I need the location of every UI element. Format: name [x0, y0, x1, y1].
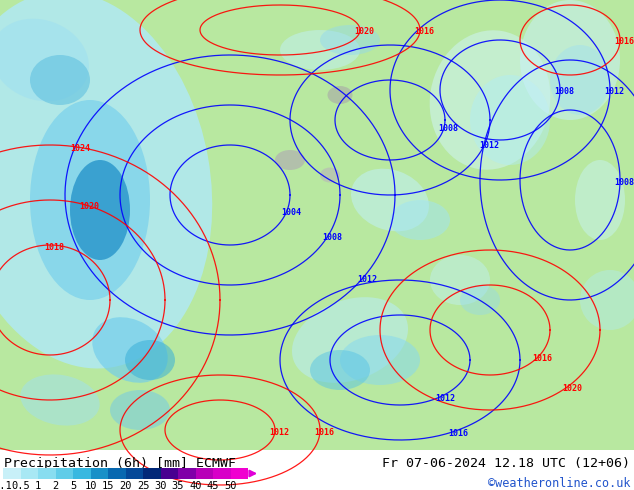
Ellipse shape: [328, 86, 353, 104]
Bar: [56, 468, 73, 479]
Bar: [0, 450, 634, 490]
Bar: [3, 468, 20, 479]
Text: 15: 15: [101, 481, 114, 490]
Ellipse shape: [470, 75, 550, 165]
Bar: [91, 468, 108, 479]
Text: 10: 10: [84, 481, 97, 490]
Text: 45: 45: [207, 481, 219, 490]
Ellipse shape: [30, 100, 150, 300]
Text: 1008: 1008: [554, 88, 574, 97]
Text: 1018: 1018: [44, 243, 64, 251]
Text: 1012: 1012: [479, 141, 499, 149]
Ellipse shape: [520, 0, 620, 120]
Text: 1020: 1020: [354, 27, 374, 36]
Text: 5: 5: [70, 481, 76, 490]
Text: 0.5: 0.5: [11, 481, 30, 490]
Ellipse shape: [275, 150, 305, 170]
Text: 25: 25: [137, 481, 149, 490]
Text: 1024: 1024: [70, 145, 91, 153]
Ellipse shape: [20, 374, 100, 426]
Text: ©weatheronline.co.uk: ©weatheronline.co.uk: [488, 477, 630, 490]
Text: 1012: 1012: [604, 88, 624, 97]
Ellipse shape: [0, 19, 89, 101]
Text: 20: 20: [119, 481, 132, 490]
Bar: [108, 468, 126, 479]
Text: 1012: 1012: [358, 275, 377, 284]
Text: 35: 35: [172, 481, 184, 490]
Text: 2: 2: [53, 481, 58, 490]
Text: 1016: 1016: [414, 27, 434, 36]
Text: 50: 50: [224, 481, 236, 490]
Text: 30: 30: [154, 481, 167, 490]
Ellipse shape: [110, 390, 170, 430]
Text: 1012: 1012: [435, 394, 455, 403]
Ellipse shape: [550, 45, 610, 115]
Text: 1008: 1008: [438, 124, 458, 133]
Ellipse shape: [320, 168, 340, 182]
Text: 1008: 1008: [322, 233, 342, 243]
Text: 1016: 1016: [533, 354, 553, 363]
Text: 1020: 1020: [562, 384, 582, 393]
Ellipse shape: [340, 335, 420, 385]
Ellipse shape: [580, 270, 634, 330]
Text: 1008: 1008: [614, 177, 634, 187]
Ellipse shape: [320, 25, 380, 55]
Bar: [178, 468, 195, 479]
Text: 40: 40: [190, 481, 202, 490]
Text: 1004: 1004: [281, 208, 301, 217]
Bar: [160, 468, 178, 479]
Ellipse shape: [430, 255, 490, 305]
Ellipse shape: [93, 317, 168, 383]
Ellipse shape: [0, 0, 212, 368]
Ellipse shape: [280, 30, 360, 70]
Bar: [143, 468, 160, 479]
Bar: [126, 468, 143, 479]
Text: 1: 1: [35, 481, 41, 490]
Bar: [231, 468, 248, 479]
Bar: [195, 468, 213, 479]
Text: 1016: 1016: [448, 429, 469, 438]
Bar: [73, 468, 91, 479]
Ellipse shape: [430, 30, 550, 170]
Ellipse shape: [460, 285, 500, 315]
Bar: [213, 468, 231, 479]
Ellipse shape: [351, 169, 429, 231]
Ellipse shape: [70, 160, 130, 260]
Bar: [20, 468, 38, 479]
Text: 1016: 1016: [314, 427, 334, 437]
Text: Precipitation (6h) [mm] ECMWF: Precipitation (6h) [mm] ECMWF: [4, 457, 236, 470]
Bar: [38, 468, 56, 479]
Ellipse shape: [125, 340, 175, 380]
Ellipse shape: [292, 297, 408, 383]
Ellipse shape: [575, 160, 625, 240]
Text: 1020: 1020: [79, 202, 100, 211]
Text: Fr 07-06-2024 12.18 UTC (12+06): Fr 07-06-2024 12.18 UTC (12+06): [382, 457, 630, 470]
Ellipse shape: [30, 55, 90, 105]
Text: 1012: 1012: [269, 427, 289, 437]
Ellipse shape: [310, 350, 370, 390]
Ellipse shape: [390, 200, 450, 240]
Text: 1016: 1016: [614, 38, 634, 47]
Text: 0.1: 0.1: [0, 481, 13, 490]
